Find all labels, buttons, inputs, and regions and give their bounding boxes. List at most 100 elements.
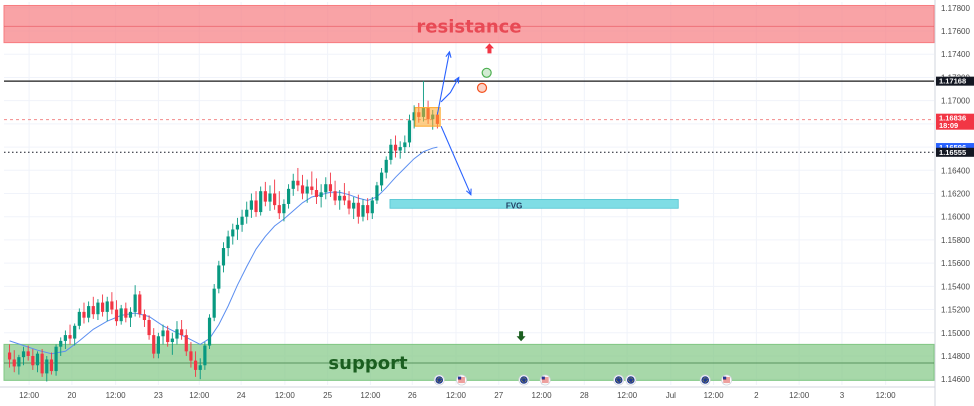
candle-body: [124, 308, 128, 318]
up-arrow-2[interactable]: [440, 77, 460, 103]
candle-body: [370, 200, 374, 214]
eu-event-icon[interactable]: [433, 374, 445, 386]
time-tick-label: 27: [494, 391, 503, 400]
candle-body: [17, 357, 21, 367]
price-tag-1.16596: 1.16596: [936, 143, 974, 153]
red-circle[interactable]: [476, 82, 488, 93]
candle-body: [166, 330, 170, 343]
fvg-zone[interactable]: [389, 199, 679, 209]
candle-body: [35, 353, 40, 366]
candle-body: [138, 294, 142, 315]
candle: [21, 346, 26, 366]
red-up-arrow[interactable]: [484, 43, 494, 54]
candle: [68, 324, 72, 345]
candle: [133, 285, 137, 317]
eu-event-icon[interactable]: [625, 374, 637, 386]
eu-stars-icon: [628, 377, 634, 383]
time-tick-label: 12:00: [275, 391, 296, 400]
price-tag-1.17168: 1.17168: [936, 76, 974, 86]
candle-body: [296, 180, 300, 186]
candle-body: [63, 335, 67, 341]
candle: [147, 315, 151, 340]
candle: [296, 167, 300, 192]
candle: [96, 299, 100, 321]
candle-body: [282, 203, 286, 214]
us-event-icon[interactable]: [456, 374, 467, 386]
time-tick-label: 12:00: [19, 391, 40, 400]
candle: [314, 178, 319, 204]
candle: [398, 141, 402, 159]
candle-body: [105, 301, 109, 312]
candle: [338, 190, 342, 210]
candle: [328, 172, 333, 197]
candle: [198, 358, 202, 380]
down-arrow-head: [465, 188, 472, 196]
price-tag-bg: [936, 76, 974, 86]
time-tick-label: 25: [323, 391, 332, 400]
eu-flag-icon: [627, 376, 635, 384]
candle-body: [45, 359, 49, 374]
candle-body: [324, 184, 328, 193]
candle: [49, 352, 54, 375]
candle-body: [221, 248, 226, 266]
candle-body: [40, 353, 44, 374]
candle: [207, 314, 212, 350]
price-tick-label: 1.16200: [941, 190, 970, 199]
candle-body: [203, 345, 207, 366]
down-arrow[interactable]: [440, 125, 472, 195]
eu-event-icon[interactable]: [699, 374, 711, 386]
candle: [347, 191, 351, 215]
candle-body: [198, 365, 202, 370]
candle-body: [96, 302, 100, 315]
resistance-zone[interactable]: [3, 4, 935, 44]
price-level-lines: [4, 80, 934, 153]
candle: [170, 332, 174, 355]
price-axis[interactable]: 1.178001.176001.174001.172001.170001.168…: [941, 4, 970, 384]
candle-body: [249, 200, 253, 210]
us-event-icon[interactable]: [721, 374, 733, 386]
candle: [375, 181, 379, 204]
time-axis[interactable]: 12:00 20 12:00 23 12:00 24 12:00 25 12:00 26 12:00…: [19, 391, 896, 400]
highlight-box[interactable]: [414, 107, 441, 127]
support-zone[interactable]: [3, 343, 935, 381]
candle-body: [147, 320, 151, 336]
candle: [254, 191, 258, 217]
candle-body: [319, 192, 323, 197]
eu-event-icon[interactable]: [518, 374, 530, 386]
time-tick-label: 20: [67, 391, 76, 400]
us-event-icon[interactable]: [539, 374, 551, 386]
candle-body: [142, 314, 147, 321]
price-tick-label: 1.16400: [941, 166, 970, 175]
eu-event-icon[interactable]: [613, 374, 625, 386]
candle-body: [87, 306, 91, 318]
candle-body: [361, 205, 365, 217]
green-circle[interactable]: [481, 67, 492, 78]
candle-body: [31, 355, 35, 366]
candle-body: [231, 229, 235, 237]
candle-body: [342, 195, 346, 201]
candle-body: [263, 191, 267, 202]
candle: [366, 198, 370, 221]
candle: [324, 177, 328, 200]
candle-body: [389, 144, 393, 160]
candle: [40, 349, 44, 377]
candle-body: [161, 330, 165, 337]
green-down-arrow[interactable]: [516, 331, 526, 342]
candle-body: [384, 159, 388, 173]
candle-body: [73, 325, 77, 339]
candle: [124, 302, 128, 323]
candle: [212, 284, 216, 322]
candle-body: [226, 236, 230, 249]
candle-body: [407, 120, 412, 143]
candle-body: [59, 340, 63, 347]
candle-body: [352, 202, 356, 209]
up-arrow-1[interactable]: [436, 51, 451, 115]
candle-body: [54, 346, 58, 372]
candle-body: [273, 193, 277, 206]
candle-body: [7, 352, 12, 360]
candle-body: [240, 216, 244, 225]
candle: [110, 292, 114, 315]
